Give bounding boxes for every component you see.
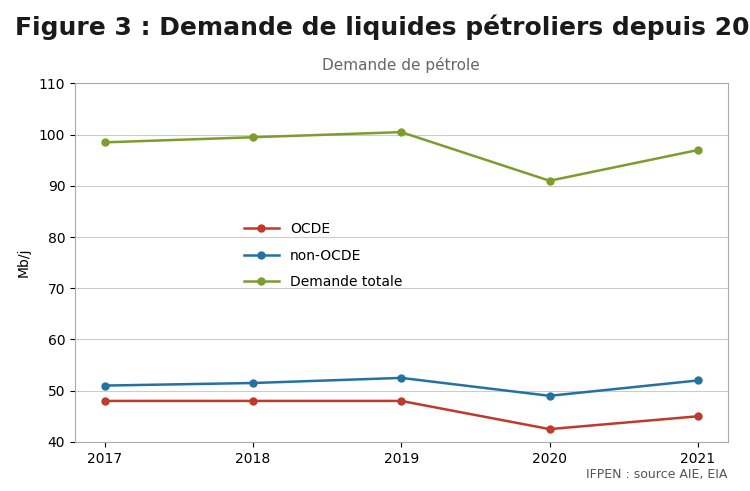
Text: IFPEN : source AIE, EIA: IFPEN : source AIE, EIA — [586, 468, 728, 481]
Legend: OCDE, non-OCDE, Demande totale: OCDE, non-OCDE, Demande totale — [238, 217, 408, 295]
Y-axis label: Mb/j: Mb/j — [16, 248, 31, 277]
Text: Figure 3 : Demande de liquides pétroliers depuis 2017: Figure 3 : Demande de liquides pétrolier… — [15, 15, 750, 40]
Text: Demande de pétrole: Demande de pétrole — [322, 57, 480, 73]
